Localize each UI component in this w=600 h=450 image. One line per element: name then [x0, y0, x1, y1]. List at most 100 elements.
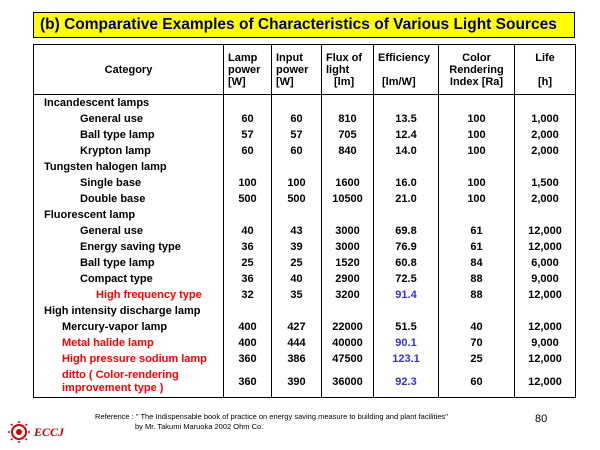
lamp-type-name: High frequency type [33, 287, 224, 303]
table-row: Compact type 36 40 2900 72.5 88 9,000 [33, 271, 576, 287]
life-cell: 9,000 [514, 335, 576, 351]
empty-cell [373, 94, 439, 111]
lamp-power-cell: 400 [223, 335, 272, 351]
lamp-type-name: Double base [33, 191, 224, 207]
input-power-cell: 444 [271, 335, 322, 351]
life-cell: 6,000 [514, 255, 576, 271]
efficiency-cell: 92.3 [373, 367, 439, 398]
efficiency-cell: 21.0 [373, 191, 439, 207]
page-title: (b) Comparative Examples of Characterist… [40, 16, 557, 33]
empty-cell [514, 94, 576, 111]
table-row: General use 60 60 810 13.5 100 1,000 [33, 111, 576, 127]
group-name: Incandescent lamps [33, 94, 224, 111]
empty-cell [438, 303, 515, 319]
cri-cell: 25 [438, 351, 515, 367]
cri-cell: 100 [438, 175, 515, 191]
cri-cell: 88 [438, 271, 515, 287]
flux-cell: 3000 [321, 223, 374, 239]
lamp-type-name: Mercury-vapor lamp [33, 319, 224, 335]
input-power-cell: 35 [271, 287, 322, 303]
flux-cell: 810 [321, 111, 374, 127]
header-lamp-power: Lamp power [W] [223, 44, 272, 95]
lamp-type-name: Metal halide lamp [33, 335, 224, 351]
input-power-cell: 386 [271, 351, 322, 367]
efficiency-cell: 51.5 [373, 319, 439, 335]
header-color-rendering: Color Rendering Index [Ra] [438, 44, 515, 95]
flux-cell: 40000 [321, 335, 374, 351]
life-cell: 12,000 [514, 223, 576, 239]
header-flux: Flux of light [lm] [321, 44, 374, 95]
efficiency-cell: 13.5 [373, 111, 439, 127]
table-row: High pressure sodium lamp 360 386 47500 123.… [33, 351, 576, 367]
life-cell: 2,000 [514, 143, 576, 159]
cri-cell: 100 [438, 143, 515, 159]
life-cell: 12,000 [514, 239, 576, 255]
reference-note: Reference : " The Indispensable book of … [95, 412, 448, 432]
life-cell: 9,000 [514, 271, 576, 287]
group-name: Fluorescent lamp [33, 207, 224, 223]
table-header-row: Category Lamp power [W] Input power [W] … [33, 44, 576, 95]
empty-cell [438, 159, 515, 175]
efficiency-cell: 76.9 [373, 239, 439, 255]
empty-cell [373, 303, 439, 319]
flux-cell: 705 [321, 127, 374, 143]
logo-text: ECCJ [34, 425, 65, 439]
header-life: Life [h] [514, 44, 576, 95]
group-name: Tungsten halogen lamp [33, 159, 224, 175]
flux-cell: 36000 [321, 367, 374, 398]
efficiency-cell: 16.0 [373, 175, 439, 191]
cri-cell: 100 [438, 111, 515, 127]
lamp-power-cell: 25 [223, 255, 272, 271]
reference-line-1: Reference : " The Indispensable book of … [95, 412, 448, 421]
empty-cell [321, 207, 374, 223]
lamp-power-cell: 360 [223, 367, 272, 398]
efficiency-cell: 72.5 [373, 271, 439, 287]
input-power-cell: 43 [271, 223, 322, 239]
efficiency-cell: 60.8 [373, 255, 439, 271]
lamp-power-cell: 60 [223, 111, 272, 127]
life-cell: 12,000 [514, 287, 576, 303]
lamp-power-cell: 60 [223, 143, 272, 159]
input-power-cell: 390 [271, 367, 322, 398]
lamp-type-name: Ball type lamp [33, 127, 224, 143]
lamp-type-name: General use [33, 223, 224, 239]
life-cell: 12,000 [514, 351, 576, 367]
empty-cell [321, 159, 374, 175]
life-cell: 2,000 [514, 127, 576, 143]
lamp-power-cell: 400 [223, 319, 272, 335]
empty-cell [271, 207, 322, 223]
efficiency-cell: 123.1 [373, 351, 439, 367]
life-cell: 1,500 [514, 175, 576, 191]
cri-cell: 61 [438, 239, 515, 255]
efficiency-cell: 12.4 [373, 127, 439, 143]
life-cell: 2,000 [514, 191, 576, 207]
lamp-type-name: Krypton lamp [33, 143, 224, 159]
flux-cell: 22000 [321, 319, 374, 335]
flux-cell: 2900 [321, 271, 374, 287]
lamp-power-cell: 57 [223, 127, 272, 143]
input-power-cell: 25 [271, 255, 322, 271]
lamp-type-name: Energy saving type [33, 239, 224, 255]
input-power-cell: 60 [271, 111, 322, 127]
life-cell: 12,000 [514, 319, 576, 335]
life-cell: 1,000 [514, 111, 576, 127]
empty-cell [223, 94, 272, 111]
empty-cell [223, 303, 272, 319]
cri-cell: 40 [438, 319, 515, 335]
input-power-cell: 427 [271, 319, 322, 335]
empty-cell [438, 207, 515, 223]
empty-cell [321, 94, 374, 111]
group-name: High intensity discharge lamp [33, 303, 224, 319]
cri-cell: 60 [438, 367, 515, 398]
group-header-row: Tungsten halogen lamp [33, 159, 576, 175]
empty-cell [373, 159, 439, 175]
table-row: Double base 500 500 10500 21.0 100 2,000 [33, 191, 576, 207]
flux-cell: 840 [321, 143, 374, 159]
empty-cell [438, 94, 515, 111]
lamp-type-name: Compact type [33, 271, 224, 287]
input-power-cell: 60 [271, 143, 322, 159]
input-power-cell: 39 [271, 239, 322, 255]
lamp-power-cell: 360 [223, 351, 272, 367]
cri-cell: 100 [438, 191, 515, 207]
empty-cell [321, 303, 374, 319]
